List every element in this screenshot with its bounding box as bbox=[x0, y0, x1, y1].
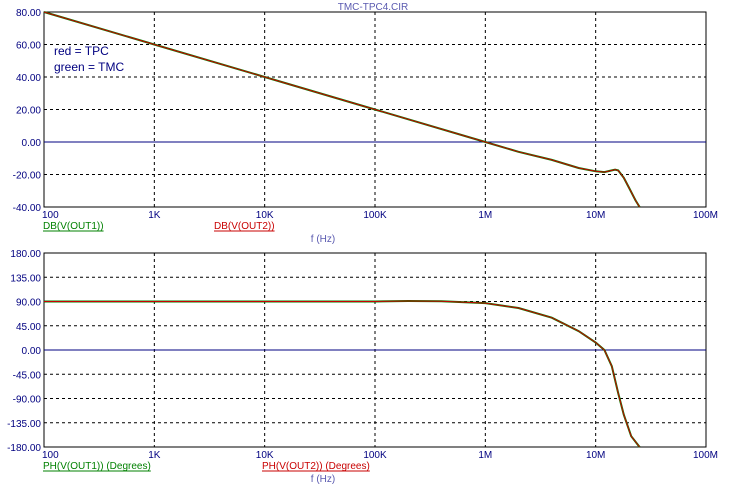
x-tick-label: 10K bbox=[256, 450, 274, 461]
y-tick-label: -180.00 bbox=[7, 443, 41, 454]
y-tick-label: -135.00 bbox=[7, 419, 41, 430]
trace-label-2: PH(V(OUT2)) (Degrees) bbox=[262, 461, 370, 472]
x-tick-label: 100M bbox=[693, 450, 718, 461]
y-tick-label: 90.00 bbox=[16, 298, 41, 309]
x-tick-label: 100 bbox=[42, 450, 59, 461]
y-tick-label: 180.00 bbox=[10, 249, 41, 260]
x-tick-label: 10K bbox=[256, 210, 274, 221]
x-tick-label: 100K bbox=[363, 450, 387, 461]
legend-entry: green = TMC bbox=[54, 60, 124, 74]
x-axis-label: f (Hz) bbox=[311, 234, 335, 245]
y-tick-label: 40.00 bbox=[16, 73, 41, 84]
y-tick-label: 80.00 bbox=[16, 8, 41, 19]
y-tick-label: -40.00 bbox=[13, 203, 42, 214]
legend-entry: red = TPC bbox=[54, 44, 109, 58]
trace-label-1: DB(V(OUT1)) bbox=[43, 221, 104, 232]
x-tick-label: 100K bbox=[363, 210, 387, 221]
chart-title: TMC-TPC4.CIR bbox=[338, 2, 409, 13]
y-tick-label: 45.00 bbox=[16, 322, 41, 333]
x-tick-label: 1K bbox=[148, 210, 161, 221]
y-tick-label: 20.00 bbox=[16, 106, 41, 117]
x-tick-label: 100 bbox=[42, 210, 59, 221]
magnitude-plot: 100 1K 10K 100K 1M 10M 100M -40.00 -20.00 0.00 20.… bbox=[13, 8, 718, 245]
y-tick-label: 0.00 bbox=[22, 138, 42, 149]
series-line-2 bbox=[43, 11, 641, 208]
series-line-2 bbox=[44, 300, 640, 448]
x-tick-label: 1M bbox=[478, 210, 492, 221]
x-tick-label: 100M bbox=[693, 210, 718, 221]
x-tick-label: 1M bbox=[478, 450, 492, 461]
x-tick-label: 10M bbox=[586, 210, 605, 221]
y-tick-label: 60.00 bbox=[16, 41, 41, 52]
trace-label-1: PH(V(OUT1)) (Degrees) bbox=[43, 461, 151, 472]
x-tick-label: 10M bbox=[586, 450, 605, 461]
phase-plot: 100 1K 10K 100K 1M 10M 100M -180.00 -135.00 -90.0… bbox=[7, 249, 718, 485]
y-tick-label: -45.00 bbox=[13, 370, 42, 381]
trace-label-2: DB(V(OUT2)) bbox=[214, 221, 275, 232]
x-axis-label: f (Hz) bbox=[311, 474, 335, 485]
y-tick-label: 135.00 bbox=[10, 273, 41, 284]
y-tick-label: 0.00 bbox=[22, 346, 42, 357]
y-tick-label: -20.00 bbox=[13, 171, 42, 182]
y-tick-label: -90.00 bbox=[13, 395, 42, 406]
x-tick-label: 1K bbox=[148, 450, 161, 461]
